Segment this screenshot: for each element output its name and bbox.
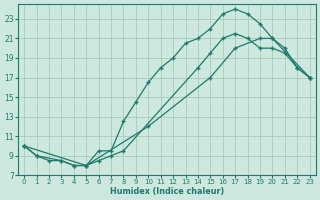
X-axis label: Humidex (Indice chaleur): Humidex (Indice chaleur) (110, 187, 224, 196)
